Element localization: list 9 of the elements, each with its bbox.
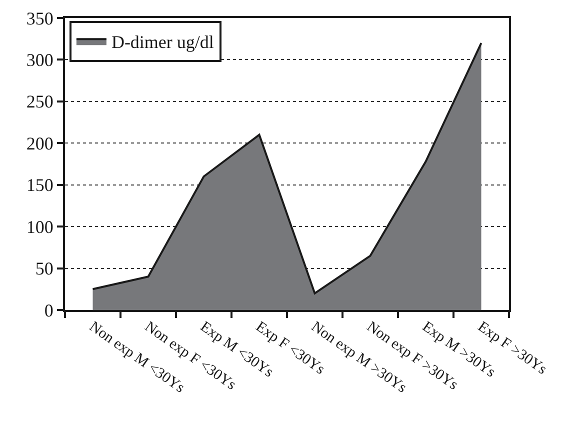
y-tick-label: 100 bbox=[26, 216, 54, 237]
y-tick-label: 150 bbox=[26, 175, 54, 196]
y-tick-label: 200 bbox=[26, 133, 54, 154]
y-tick-label: 50 bbox=[35, 258, 54, 279]
legend-label: D-dimer ug/dl bbox=[111, 32, 214, 52]
y-tick-label: 300 bbox=[26, 50, 54, 70]
y-tick-label: 250 bbox=[26, 92, 54, 112]
y-tick-label: 350 bbox=[26, 8, 54, 28]
y-tick-label: 0 bbox=[44, 300, 54, 320]
